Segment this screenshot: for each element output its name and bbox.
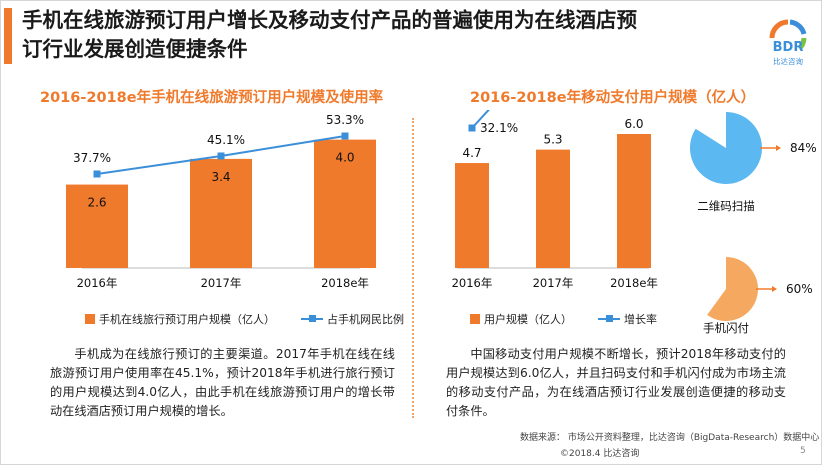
chart1-bar-label-2: 4.0: [335, 151, 354, 165]
legend-line-swatch: [301, 315, 323, 323]
chart2-bar-2: [617, 134, 651, 268]
pie1-value-label: 84%: [790, 141, 817, 155]
chart2-tick-label-0: 2016年: [452, 276, 493, 290]
left-paragraph: 手机成为在线旅行预订的主要渠道。2017年手机在线在线旅游预订用户使用率在45.…: [50, 347, 395, 418]
chart-2-title: 2016-2018e年移动支付用户规模（亿人）: [470, 90, 756, 106]
pie2-value-label: 60%: [786, 282, 813, 296]
legend-bar-swatch: [85, 314, 95, 324]
chart-1-title: 2016-2018e年手机在线旅游预订用户规模及使用率: [40, 90, 384, 106]
pie2-slice: [707, 257, 758, 321]
chart1-tick-label-2: 2018e年: [321, 276, 369, 290]
title-accent-bar: [4, 8, 12, 64]
title-line-1: 手机在线旅游预订用户增长及移动支付产品的普遍使用为在线酒店预: [22, 8, 637, 32]
chart1-bar-label-1: 3.4: [211, 170, 230, 184]
chart2-bar-0: [455, 163, 489, 268]
chart-1-svg: 2.6 2016年 3.4 2017年 4.0 2018e年 37.7% 45.1% 53.3%: [66, 113, 376, 290]
chart1-bar-0: [66, 184, 128, 268]
chart2-bar-1: [536, 149, 570, 268]
data-source: 数据来源： 市场公开资料整理，比达咨询（BigData-Research）数据中…: [520, 433, 820, 443]
pie2-category-label: 手机闪付: [703, 321, 749, 335]
chart1-line-point-0: [93, 170, 101, 178]
legend-bar-label: 用户规模（亿人）: [484, 313, 572, 326]
logo-text: BDR: [772, 40, 804, 55]
legend-bar-swatch: [470, 314, 480, 324]
chart1-bar-2: [314, 139, 376, 268]
pie1-arrow-head: [776, 145, 781, 151]
chart1-line-point-1: [217, 152, 225, 160]
legend-line-swatch: [598, 315, 620, 323]
chart-2-legend: 用户规模（亿人） 增长率: [470, 311, 657, 327]
chart2-tick-label-2: 2018e年: [610, 276, 658, 290]
chart-1-legend: 手机在线旅行预订用户规模（亿人） 占手机网民比例: [85, 311, 404, 327]
bdr-logo-icon: [769, 19, 807, 50]
logo-subtext: 比达咨询: [773, 57, 803, 66]
page-number: 5: [800, 446, 806, 456]
pie-nfc-pay: 60% 手机闪付: [703, 257, 813, 335]
legend-line-label: 占手机网民比例: [327, 313, 404, 326]
chart1-tick-label-1: 2017年: [201, 276, 242, 290]
pie2-arrow-head: [772, 286, 777, 292]
chart2-bar-label-0: 4.7: [462, 146, 481, 160]
right-paragraph: 中国移动支付用户规模不断增长，预计2018年移动支付的用户规模达到6.0亿人，并…: [446, 347, 786, 418]
page-title: 手机在线旅游预订用户增长及移动支付产品的普遍使用为在线酒店预 订行业发展创造便捷…: [22, 6, 742, 64]
chart2-bar-label-1: 5.3: [543, 133, 562, 147]
chart1-line-label-2: 53.3%: [326, 113, 364, 127]
chart1-line-label-1: 45.1%: [207, 133, 245, 147]
chart1-line-point-2: [341, 132, 349, 140]
chart2-bar-label-2: 6.0: [624, 117, 643, 131]
pie-qr-scan: 84% 二维码扫描: [690, 112, 817, 213]
section-divider: [412, 118, 414, 418]
chart2-tick-label-1: 2017年: [533, 276, 574, 290]
legend-bar-label: 手机在线旅行预订用户规模（亿人）: [99, 313, 275, 326]
chart1-tick-label-0: 2016年: [77, 276, 118, 290]
chart1-line-label-0: 37.7%: [73, 151, 111, 165]
chart1-bar-label-0: 2.6: [87, 196, 106, 210]
chart2-line-label-0: 32.1%: [480, 121, 518, 135]
copyright: ©2018.4 比达咨询: [560, 449, 640, 459]
chart1-bar-1: [190, 158, 252, 268]
pie1-category-label: 二维码扫描: [697, 199, 755, 213]
chart2-line-point-0: [468, 124, 476, 132]
pie1-slice: [690, 112, 762, 184]
title-line-2: 订行业发展创造便捷条件: [22, 37, 248, 61]
legend-line-label: 增长率: [624, 313, 657, 326]
